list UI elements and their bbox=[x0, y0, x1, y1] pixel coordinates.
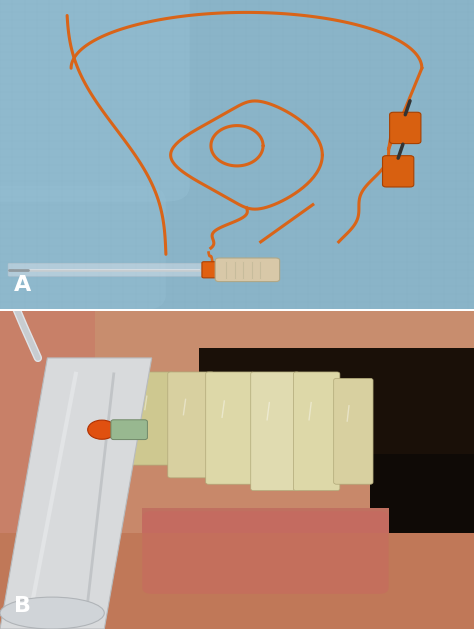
FancyBboxPatch shape bbox=[383, 155, 414, 187]
FancyBboxPatch shape bbox=[215, 258, 280, 282]
Circle shape bbox=[88, 420, 116, 439]
FancyBboxPatch shape bbox=[8, 264, 210, 276]
FancyBboxPatch shape bbox=[81, 387, 194, 431]
Polygon shape bbox=[0, 358, 152, 629]
FancyBboxPatch shape bbox=[168, 372, 214, 478]
FancyBboxPatch shape bbox=[111, 420, 147, 440]
Polygon shape bbox=[370, 454, 474, 629]
Ellipse shape bbox=[0, 597, 104, 629]
Polygon shape bbox=[85, 381, 341, 431]
Text: A: A bbox=[14, 275, 31, 294]
Text: B: B bbox=[14, 596, 31, 616]
FancyBboxPatch shape bbox=[130, 372, 174, 465]
Polygon shape bbox=[0, 533, 474, 629]
FancyBboxPatch shape bbox=[206, 372, 255, 484]
Bar bbox=[0, 310, 474, 438]
FancyBboxPatch shape bbox=[293, 372, 340, 491]
FancyBboxPatch shape bbox=[0, 0, 190, 201]
Polygon shape bbox=[0, 310, 95, 629]
FancyBboxPatch shape bbox=[334, 378, 373, 484]
Polygon shape bbox=[199, 348, 474, 463]
FancyBboxPatch shape bbox=[142, 511, 389, 594]
FancyBboxPatch shape bbox=[202, 262, 221, 278]
Polygon shape bbox=[142, 508, 389, 591]
FancyBboxPatch shape bbox=[390, 112, 421, 143]
FancyBboxPatch shape bbox=[251, 372, 300, 491]
FancyBboxPatch shape bbox=[0, 186, 166, 310]
